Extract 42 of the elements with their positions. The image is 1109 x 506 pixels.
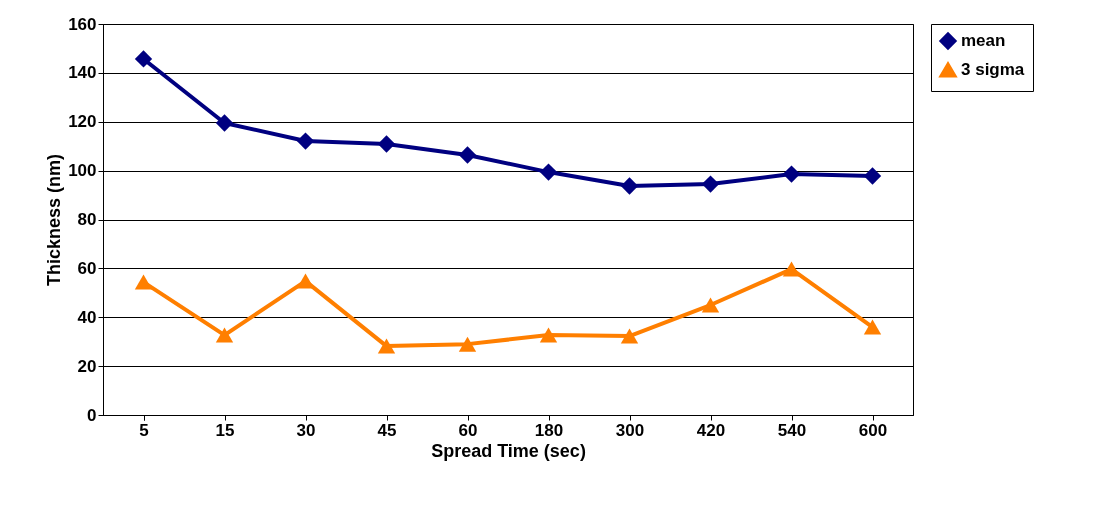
point	[539, 163, 558, 181]
point	[863, 167, 882, 185]
point	[134, 50, 153, 68]
point	[296, 132, 315, 150]
x-axis-title: Spread Time (sec)	[431, 440, 586, 461]
y-tick-label: 20	[77, 356, 97, 376]
point	[539, 327, 558, 343]
point	[863, 319, 882, 335]
y-tick-label: 60	[77, 258, 97, 278]
point	[782, 165, 801, 183]
y-tick-label: 0	[87, 405, 97, 425]
point	[701, 175, 720, 193]
point	[215, 327, 234, 343]
y-tick-label: 140	[68, 63, 97, 83]
point	[458, 336, 477, 352]
x-tick-label: 600	[858, 420, 888, 440]
x-tick-label: 180	[534, 420, 564, 440]
x-tick-label: 30	[296, 420, 316, 440]
point	[458, 146, 477, 164]
point	[620, 177, 639, 195]
y-tick-label: 160	[68, 14, 97, 34]
legend-label: 3 sigma	[961, 60, 1025, 79]
point	[134, 274, 153, 290]
point	[377, 135, 396, 153]
y-tick-label: 80	[77, 210, 97, 229]
y-axis-title: Thickness (nm)	[44, 153, 65, 287]
x-tick-label: 540	[777, 420, 807, 440]
x-tick-label: 300	[615, 420, 645, 440]
x-tick-label: 15	[215, 420, 235, 440]
point	[701, 297, 720, 313]
x-tick-label: 420	[696, 420, 726, 440]
y-tick-label: 100	[68, 161, 97, 181]
point	[620, 328, 639, 344]
x-tick-label: 5	[139, 420, 149, 440]
point	[377, 338, 396, 354]
point	[215, 114, 234, 132]
x-tick-label: 60	[458, 420, 478, 440]
y-tick-label: 40	[77, 307, 97, 327]
point	[782, 261, 801, 277]
x-tick-label: 45	[377, 420, 397, 440]
legend-label: mean	[961, 31, 1006, 50]
y-tick-label: 120	[68, 112, 97, 132]
